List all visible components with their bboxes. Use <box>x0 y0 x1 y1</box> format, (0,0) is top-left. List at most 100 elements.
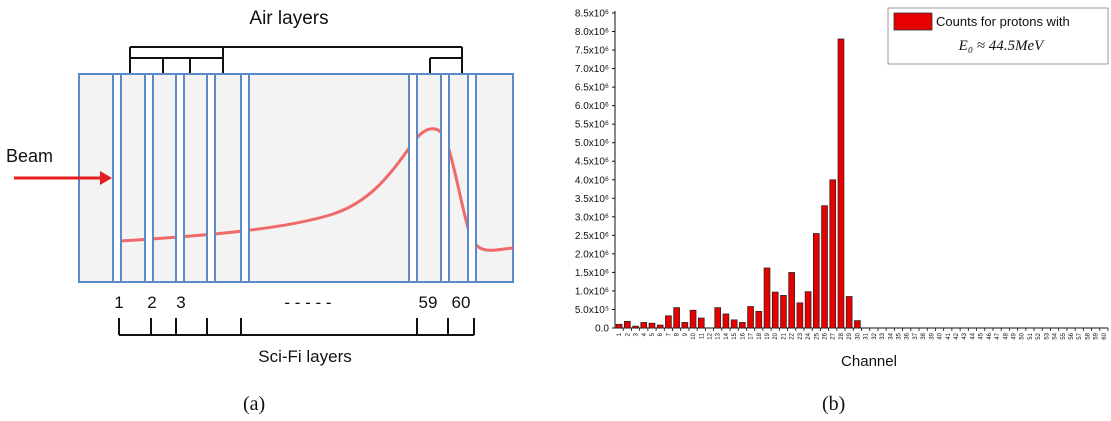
x-tick-label: 57 <box>1077 332 1083 339</box>
x-tick-label: 7 <box>666 332 672 336</box>
layer-number: 60 <box>452 293 471 312</box>
x-tick-label: 4 <box>642 332 648 336</box>
x-tick-label: 13 <box>716 332 722 339</box>
x-tick-label: 32 <box>872 332 878 339</box>
bar <box>829 179 837 329</box>
x-tick-label: 21 <box>781 332 787 339</box>
layer-ellipsis: - - - - - <box>284 293 331 312</box>
y-tick-label: 1.5x10⁶ <box>575 268 609 279</box>
bar <box>804 291 812 329</box>
bar <box>673 307 680 329</box>
x-tick-label: 26 <box>823 332 829 339</box>
x-tick-label: 22 <box>790 332 796 339</box>
x-tick-label: 50 <box>1020 332 1026 339</box>
layer-number: 1 <box>114 293 123 312</box>
bar <box>747 306 754 329</box>
y-tick-label: 1.0x10⁶ <box>575 286 609 297</box>
layer-number: 3 <box>176 293 185 312</box>
bar <box>615 323 623 329</box>
bar <box>730 319 738 329</box>
panel-b-histogram: 0.0 5.0x10⁵ 1.0x10⁶ 1.5x10⁶ 2.0x10⁶ 2.5x10⁶ 3.… <box>575 7 1109 370</box>
bar <box>845 296 853 329</box>
bar <box>796 302 804 329</box>
legend: Counts for protons with E₀ ≈ 44.5MeV <box>887 7 1109 65</box>
legend-series-label: Counts for protons with <box>936 14 1070 29</box>
x-axis-label: Channel <box>841 353 897 370</box>
bar <box>821 205 828 329</box>
x-tick-label: 6 <box>658 332 664 336</box>
y-tick-label: 2.5x10⁶ <box>575 231 609 242</box>
bar <box>788 272 795 329</box>
y-tick-label: 8.5x10⁶ <box>575 9 609 20</box>
scifi-layer-5 <box>240 73 250 283</box>
panel-b-caption: (b) <box>822 393 846 415</box>
scifi-layer-3 <box>175 73 185 283</box>
x-tick-label: 17 <box>749 332 755 339</box>
x-tick-label: 3 <box>634 332 640 336</box>
x-tick-label: 38 <box>921 332 927 339</box>
y-tick-label: 2.0x10⁶ <box>575 249 609 260</box>
legend-formula: E₀ ≈ 44.5MeV <box>958 38 1046 54</box>
bar <box>632 325 639 329</box>
x-tick-label: 31 <box>864 332 870 339</box>
x-tick-label: 46 <box>987 332 993 339</box>
bars <box>615 38 861 329</box>
x-tick-label: 58 <box>1085 332 1091 339</box>
beam-label: Beam <box>6 146 53 166</box>
x-tick-label: 10 <box>691 332 697 339</box>
y-tick-label: 7.0x10⁶ <box>575 64 609 75</box>
x-axis: 1 2 3 4 5 6 7 8 9 10 11 12 13 14 15 16 17 18 19 20 21 22 23 24 2… <box>615 327 1109 340</box>
x-tick-label: 60 <box>1102 332 1108 339</box>
x-tick-label: 20 <box>773 332 779 339</box>
bar <box>722 313 730 329</box>
bar <box>624 320 631 329</box>
x-tick-label: 53 <box>1044 332 1050 339</box>
x-tick-label: 42 <box>954 332 960 339</box>
x-tick-label: 54 <box>1053 332 1059 339</box>
x-tick-label: 1 <box>617 332 623 336</box>
panel-a-detector-diagram: Air layers Beam 1 2 3 - - - - - 59 60 <box>6 8 514 366</box>
scifi-layers <box>112 73 477 283</box>
y-tick-label: 6.5x10⁶ <box>575 83 609 94</box>
bar <box>648 322 656 329</box>
scifi-layer-2 <box>144 73 154 283</box>
y-tick-label: 5.5x10⁶ <box>575 120 609 131</box>
y-tick-label: 0.0 <box>595 324 609 335</box>
panel-a-caption: (a) <box>243 393 266 415</box>
x-tick-label: 24 <box>806 332 812 339</box>
x-tick-label: 15 <box>732 332 738 339</box>
x-tick-label: 19 <box>765 332 771 339</box>
bar <box>813 233 820 329</box>
scifi-layer-60 <box>440 73 450 283</box>
y-tick-label: 6.0x10⁶ <box>575 101 609 112</box>
x-tick-label: 56 <box>1069 332 1075 339</box>
x-tick-label: 33 <box>880 332 886 339</box>
x-tick-label: 9 <box>683 332 689 336</box>
layer-number: 2 <box>147 293 156 312</box>
bar <box>854 320 861 329</box>
scifi-layers-bracket <box>118 318 475 336</box>
bar <box>714 307 722 329</box>
x-tick-label: 59 <box>1094 332 1100 339</box>
x-tick-label: 25 <box>814 332 820 339</box>
scifi-layer-59 <box>408 73 418 283</box>
x-tick-label: 47 <box>995 332 1001 339</box>
x-tick-label: 28 <box>839 332 845 339</box>
bar <box>640 322 648 329</box>
x-tick-label: 36 <box>905 332 911 339</box>
x-tick-label: 34 <box>888 332 894 339</box>
y-tick-label: 7.5x10⁶ <box>575 46 609 57</box>
bar <box>697 317 705 329</box>
bar <box>689 309 697 329</box>
y-tick-label: 5.0x10⁶ <box>575 138 609 149</box>
x-tick-label: 41 <box>946 332 952 339</box>
air-layers-bracket <box>129 46 463 75</box>
x-tick-label: 52 <box>1036 332 1042 339</box>
layer-number: 59 <box>419 293 438 312</box>
x-tick-label: 12 <box>707 332 713 339</box>
bar <box>665 315 672 329</box>
y-tick-label: 5.0x10⁵ <box>575 305 609 316</box>
x-tick-label: 29 <box>847 332 853 339</box>
x-tick-label: 14 <box>724 332 730 339</box>
x-tick-label: 27 <box>831 332 837 339</box>
